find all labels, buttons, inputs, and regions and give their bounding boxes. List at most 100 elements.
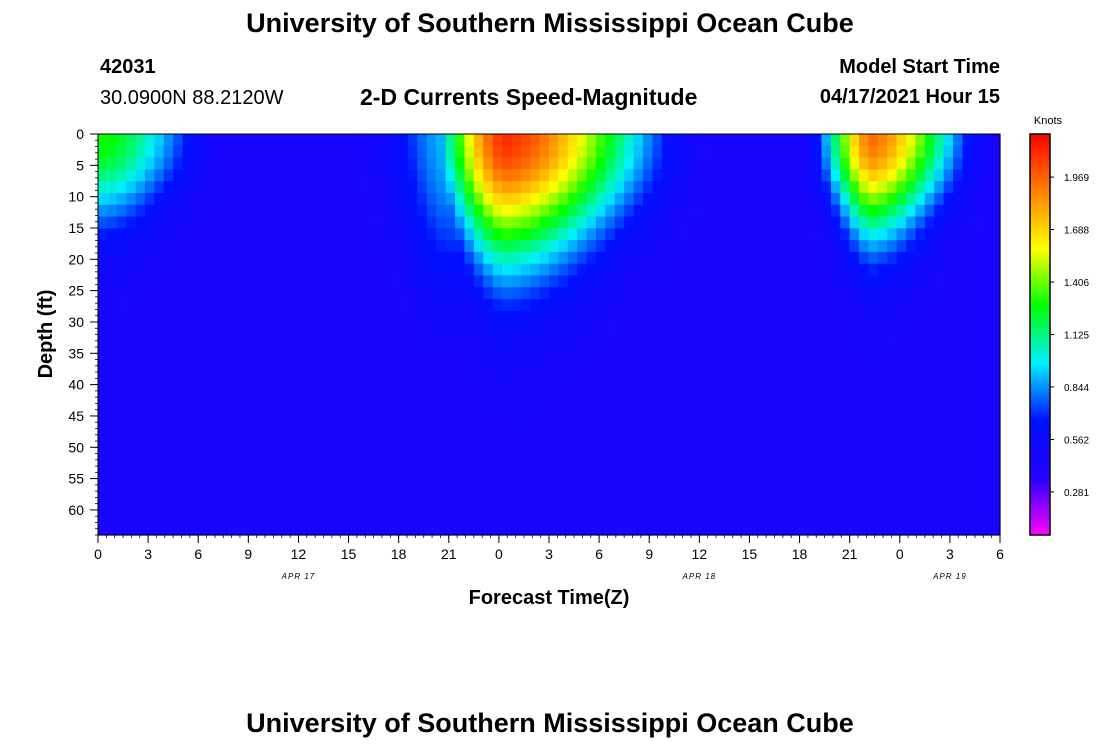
heatmap-cell: [567, 251, 578, 265]
heatmap-cell: [163, 181, 174, 194]
heatmap-cell: [98, 263, 108, 277]
heatmap-cell: [323, 216, 334, 229]
heatmap-cell: [859, 299, 870, 312]
heatmap-cell: [389, 240, 400, 253]
heatmap-cell: [295, 240, 306, 253]
heatmap-cell: [896, 310, 907, 324]
heatmap-cell: [361, 523, 372, 536]
heatmap-cell: [642, 134, 653, 147]
heatmap-cell: [304, 369, 315, 383]
heatmap-cell: [201, 464, 212, 477]
heatmap-cell: [887, 275, 898, 288]
heatmap-cell: [229, 169, 240, 182]
heatmap-cell: [671, 181, 682, 194]
heatmap-cell: [163, 511, 174, 524]
heatmap-cell: [267, 452, 278, 465]
heatmap-cell: [144, 499, 155, 513]
heatmap-cell: [520, 275, 531, 288]
heatmap-cell: [727, 287, 738, 300]
heatmap-cell: [398, 310, 409, 324]
heatmap-cell: [492, 204, 503, 218]
heatmap-cell: [830, 358, 841, 371]
heatmap-cell: [736, 369, 747, 383]
y-tick-label: 50: [68, 439, 84, 455]
heatmap-cell: [924, 381, 935, 395]
heatmap-cell: [633, 251, 644, 265]
heatmap-cell: [98, 275, 108, 288]
heatmap-cell: [812, 181, 823, 194]
heatmap-cell: [361, 499, 372, 513]
heatmap-cell: [351, 346, 362, 359]
heatmap-cell: [586, 192, 597, 206]
heatmap-cell: [971, 464, 982, 477]
heatmap-cell: [210, 358, 221, 371]
heatmap-cell: [924, 464, 935, 477]
heatmap-cell: [943, 192, 954, 206]
heatmap-cell: [915, 381, 926, 395]
heatmap-cell: [511, 134, 522, 147]
heatmap-cell: [962, 299, 973, 312]
heatmap-cell: [107, 181, 118, 194]
heatmap-cell: [238, 216, 249, 229]
heatmap-cell: [257, 428, 268, 442]
heatmap-cell: [624, 417, 635, 430]
heatmap-cell: [276, 204, 287, 218]
heatmap-cell: [144, 134, 155, 147]
heatmap-cell: [689, 263, 700, 277]
heatmap-cell: [868, 476, 879, 489]
heatmap-cell: [896, 393, 907, 406]
heatmap-cell: [614, 275, 625, 288]
heatmap-cell: [981, 145, 992, 159]
heatmap-cell: [727, 393, 738, 406]
heatmap-cell: [314, 157, 325, 170]
heatmap-cell: [144, 263, 155, 277]
heatmap-cell: [812, 310, 823, 324]
heatmap-cell: [332, 499, 343, 513]
heatmap-cell: [793, 181, 804, 194]
heatmap-cell: [661, 417, 672, 430]
heatmap-cell: [783, 299, 794, 312]
heatmap-cell: [896, 358, 907, 371]
heatmap-cell: [417, 275, 428, 288]
heatmap-cell: [840, 334, 851, 347]
heatmap-cell: [887, 476, 898, 489]
heatmap-cell: [755, 393, 766, 406]
heatmap-cell: [417, 464, 428, 477]
heatmap-cell: [483, 381, 494, 395]
heatmap-cell: [163, 228, 174, 241]
heatmap-cell: [144, 157, 155, 170]
heatmap-cell: [332, 523, 343, 536]
heatmap-cell: [661, 523, 672, 536]
heatmap-cell: [802, 417, 813, 430]
heatmap-cell: [210, 145, 221, 159]
heatmap-cell: [859, 204, 870, 218]
heatmap-cell: [370, 322, 381, 336]
heatmap-cell: [971, 499, 982, 513]
heatmap-cell: [455, 134, 466, 147]
heatmap-cell: [868, 487, 879, 501]
heatmap-cell: [605, 310, 616, 324]
heatmap-cell: [511, 428, 522, 442]
heatmap-cell: [398, 405, 409, 418]
heatmap-cell: [98, 299, 108, 312]
heatmap-cell: [680, 452, 691, 465]
heatmap-cell: [699, 428, 710, 442]
heatmap-cell: [642, 346, 653, 359]
colorbar-unit: Knots: [1034, 115, 1063, 127]
heatmap-cell: [924, 251, 935, 265]
heatmap-cell: [962, 511, 973, 524]
heatmap-cell: [736, 263, 747, 277]
heatmap-cell: [267, 476, 278, 489]
heatmap-cell: [943, 334, 954, 347]
heatmap-cell: [464, 251, 475, 265]
heatmap-cell: [389, 405, 400, 418]
heatmap-cell: [539, 334, 550, 347]
heatmap-cell: [98, 476, 108, 489]
heatmap-cell: [868, 322, 879, 336]
heatmap-cell: [849, 358, 860, 371]
heatmap-cell: [323, 157, 334, 170]
heatmap-cell: [840, 181, 851, 194]
heatmap-cell: [877, 487, 888, 501]
heatmap-cell: [295, 476, 306, 489]
heatmap-cell: [689, 275, 700, 288]
